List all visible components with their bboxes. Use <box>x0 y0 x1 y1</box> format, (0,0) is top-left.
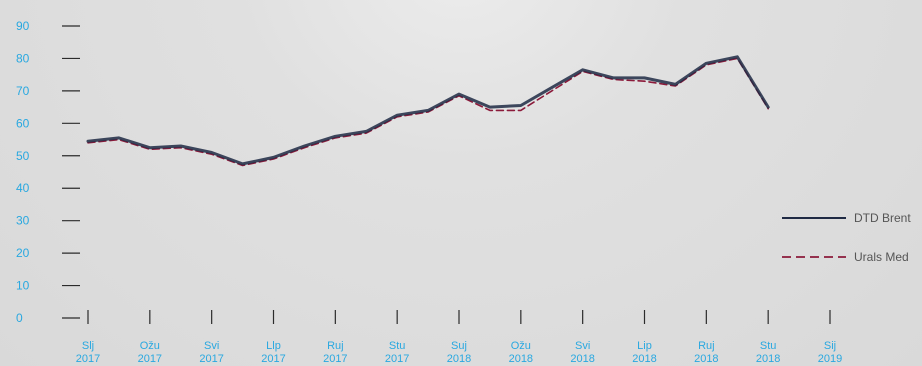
x-tick-month-label: Sij <box>824 340 836 352</box>
x-tick-year-label: 2018 <box>570 353 594 365</box>
x-tick-year-label: 2018 <box>694 353 718 365</box>
y-tick-label: 90 <box>16 19 30 33</box>
x-tick-year-label: 2017 <box>261 353 285 365</box>
x-tick-year-label: 2017 <box>385 353 409 365</box>
y-tick-label: 0 <box>16 311 23 325</box>
x-tick-year-label: 2018 <box>509 353 533 365</box>
x-tick-month-label: Svi <box>575 340 590 352</box>
y-tick-label: 20 <box>16 246 30 260</box>
y-tick-label: 60 <box>16 116 30 130</box>
y-tick-label: 70 <box>16 84 30 98</box>
x-tick-month-label: Ruj <box>327 340 344 352</box>
x-tick-month-label: Stu <box>760 340 777 352</box>
series-line-urals-med <box>87 57 770 167</box>
x-tick-month-label: Stu <box>389 340 406 352</box>
y-tick-label: 40 <box>16 181 30 195</box>
y-tick-label: 50 <box>16 149 30 163</box>
legend-label: DTD Brent <box>854 211 911 225</box>
x-tick-month-label: Suj <box>451 340 467 352</box>
y-tick-label: 30 <box>16 214 30 228</box>
x-tick-year-label: 2017 <box>76 353 100 365</box>
y-tick-label: 10 <box>16 279 30 293</box>
x-tick-month-label: Ožu <box>140 340 160 352</box>
x-axis: Slj2017Ožu2017Svi2017Llp2017Ruj2017Stu20… <box>76 310 842 365</box>
x-tick-year-label: 2017 <box>138 353 162 365</box>
x-tick-year-label: 2019 <box>818 353 842 365</box>
x-tick-month-label: Svi <box>204 340 219 352</box>
legend: DTD Brent Urals Med <box>782 211 911 264</box>
y-axis: 0 10 20 30 40 50 60 70 80 90 <box>16 19 80 325</box>
x-tick-month-label: Llp <box>266 340 281 352</box>
series-line-dtd-brent <box>86 55 770 166</box>
x-tick-year-label: 2018 <box>447 353 471 365</box>
x-tick-year-label: 2017 <box>323 353 347 365</box>
x-tick-year-label: 2018 <box>632 353 656 365</box>
series-layer <box>86 55 770 167</box>
x-tick-year-label: 2017 <box>199 353 223 365</box>
legend-label: Urals Med <box>854 250 909 264</box>
x-tick-month-label: Lip <box>637 340 652 352</box>
x-tick-month-label: Ožu <box>511 340 531 352</box>
y-tick-label: 80 <box>16 51 30 65</box>
x-tick-year-label: 2018 <box>756 353 780 365</box>
x-tick-month-label: Slj <box>82 340 94 352</box>
x-tick-month-label: Ruj <box>698 340 715 352</box>
